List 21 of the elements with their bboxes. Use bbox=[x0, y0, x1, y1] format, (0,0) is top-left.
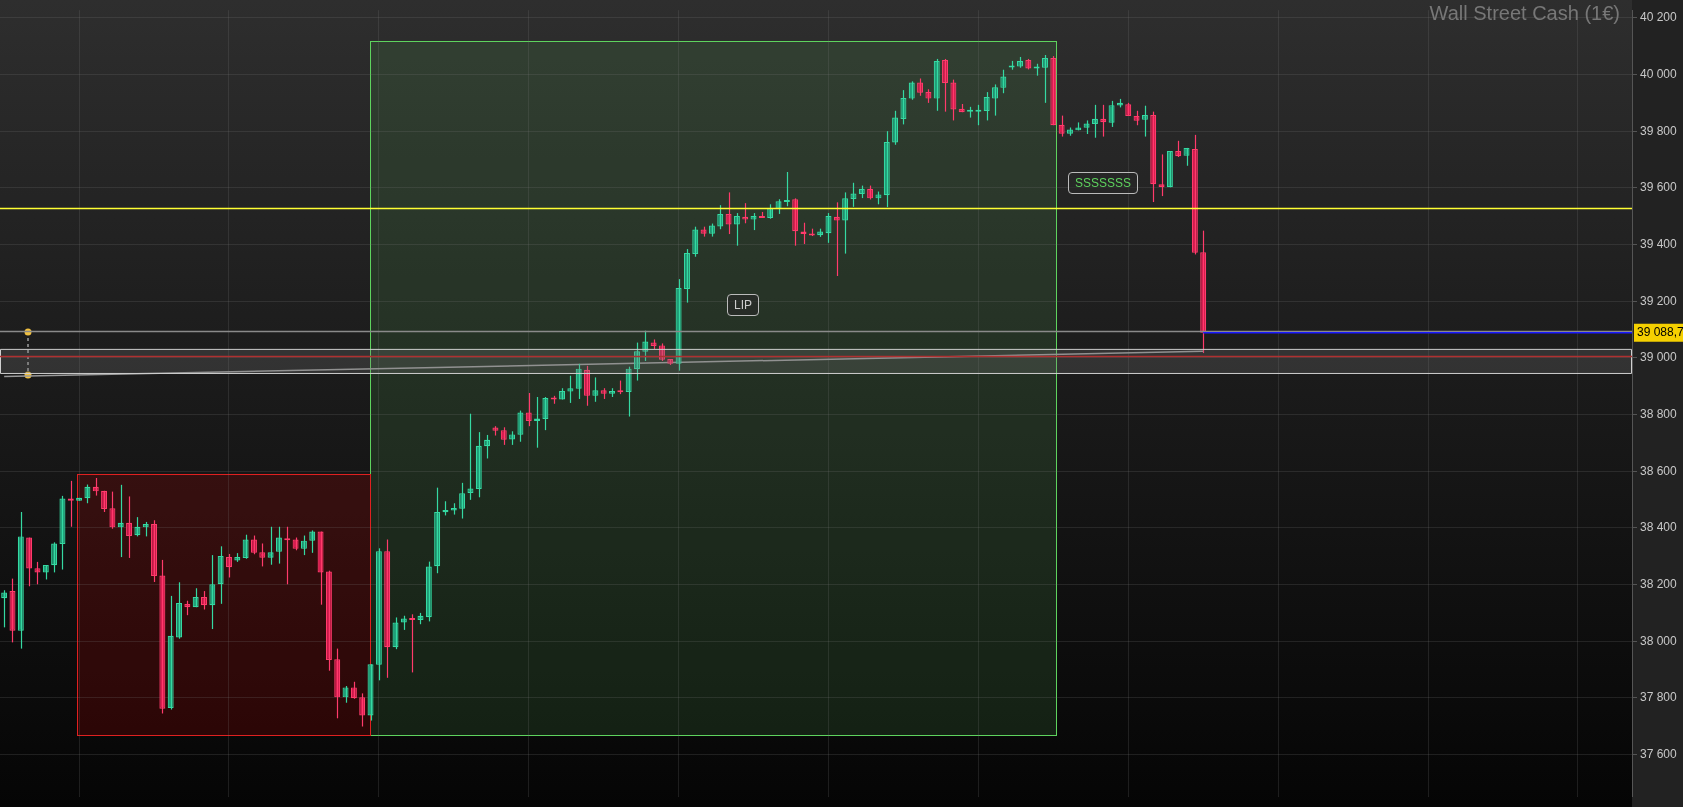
candlestick bbox=[1041, 54, 1048, 104]
candlestick bbox=[1141, 105, 1148, 138]
y-tick-label: 39 600 bbox=[1640, 180, 1678, 195]
y-tick-label: 38 400 bbox=[1640, 520, 1678, 535]
y-tick-label: 40 000 bbox=[1640, 66, 1678, 81]
y-tick-label: 37 600 bbox=[1640, 746, 1678, 761]
y-tick-label: 39 400 bbox=[1640, 236, 1678, 251]
annotation: LIP bbox=[727, 294, 760, 316]
y-tick-label: 39 200 bbox=[1640, 293, 1678, 308]
y-tick-label: 38 800 bbox=[1640, 406, 1678, 421]
y-tick-label: 39 000 bbox=[1640, 350, 1678, 365]
y-tick-label: 40 200 bbox=[1640, 10, 1678, 25]
candlestick bbox=[1158, 153, 1165, 197]
ref-line-label: 39 088,7 bbox=[1637, 325, 1683, 340]
y-tick-label: 38 600 bbox=[1640, 463, 1678, 478]
chart-title: Wall Street Cash (1€) bbox=[1428, 2, 1620, 25]
annotation: SSSSSSS bbox=[1068, 172, 1139, 194]
y-tick-label: 39 800 bbox=[1640, 123, 1678, 138]
y-tick-label: 38 000 bbox=[1640, 633, 1678, 648]
y-tick-label: 38 200 bbox=[1640, 576, 1678, 591]
y-tick-label: 37 800 bbox=[1640, 690, 1678, 705]
